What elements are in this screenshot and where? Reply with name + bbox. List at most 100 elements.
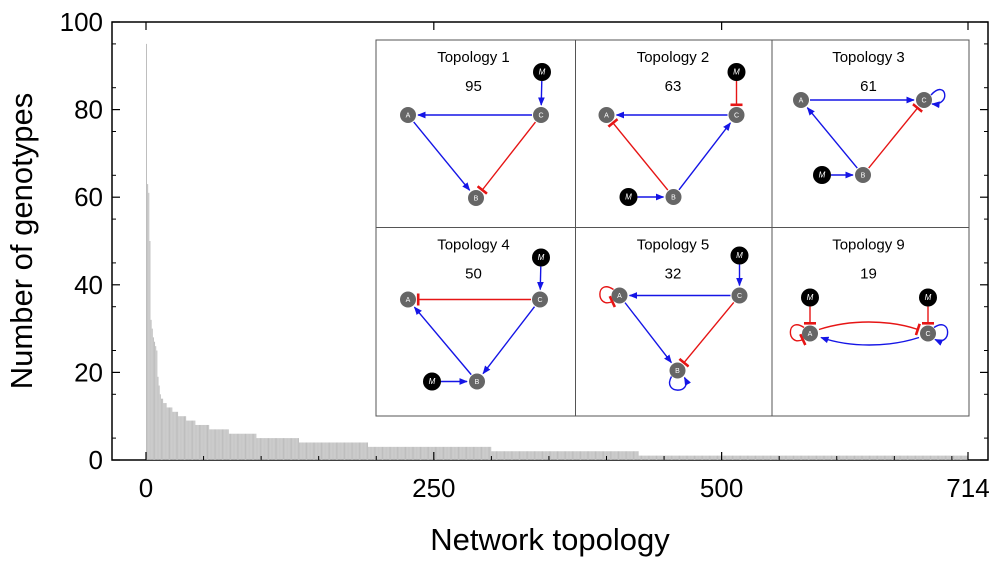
- bar: [934, 455, 936, 460]
- bar: [259, 438, 261, 460]
- bar: [890, 455, 892, 460]
- bar: [552, 451, 554, 460]
- bar: [227, 429, 229, 460]
- bar: [202, 424, 204, 460]
- bar: [812, 455, 814, 460]
- bar: [638, 455, 640, 460]
- bar: [729, 455, 731, 460]
- bar: [731, 455, 733, 460]
- panel-count: 32: [665, 266, 682, 283]
- bar: [883, 455, 885, 460]
- bar: [748, 455, 750, 460]
- bar: [440, 446, 442, 460]
- bar: [182, 416, 184, 460]
- bar: [155, 346, 157, 460]
- bar: [538, 451, 540, 460]
- bar: [236, 433, 238, 460]
- bar: [533, 451, 535, 460]
- bar: [347, 442, 349, 460]
- bar: [375, 446, 377, 460]
- bar: [925, 455, 927, 460]
- bar: [600, 451, 602, 460]
- bar: [581, 451, 583, 460]
- gene-node-label: A: [406, 113, 411, 120]
- bar: [545, 451, 547, 460]
- bar: [169, 407, 171, 460]
- bar: [810, 455, 812, 460]
- bar: [811, 455, 813, 460]
- bar: [710, 455, 712, 460]
- bar: [476, 446, 478, 460]
- bar: [219, 429, 221, 460]
- bar: [827, 455, 829, 460]
- gene-node: [920, 325, 936, 342]
- bar: [599, 451, 601, 460]
- bar: [719, 455, 721, 460]
- bar: [923, 455, 925, 460]
- bar: [416, 446, 418, 460]
- bar: [776, 455, 778, 460]
- bar: [801, 455, 803, 460]
- bar: [900, 455, 902, 460]
- bar: [165, 403, 167, 460]
- bar: [475, 446, 477, 460]
- bar: [172, 411, 174, 460]
- bar: [727, 455, 729, 460]
- bar: [344, 442, 345, 460]
- bar: [685, 455, 687, 460]
- bar: [590, 451, 592, 460]
- bar: [835, 455, 837, 460]
- bar: [643, 455, 645, 460]
- bar: [418, 446, 420, 460]
- bar: [295, 438, 297, 460]
- bar: [672, 455, 674, 460]
- signal-node: [919, 288, 937, 307]
- bar: [255, 433, 257, 460]
- bar: [285, 438, 287, 460]
- bar: [327, 442, 329, 460]
- bar: [354, 442, 356, 460]
- bar: [292, 438, 294, 460]
- signal-node: [801, 288, 819, 307]
- bar: [431, 446, 433, 460]
- x-axis: 0 250 500 714: [139, 22, 990, 503]
- bar: [695, 455, 697, 460]
- bar: [548, 451, 550, 460]
- bar: [647, 455, 649, 460]
- bar: [348, 442, 350, 460]
- bar: [865, 455, 867, 460]
- bar: [422, 446, 424, 460]
- gene-node: [532, 291, 548, 308]
- bar: [775, 455, 777, 460]
- bar: [462, 446, 464, 460]
- bar: [793, 455, 794, 460]
- bar: [712, 455, 714, 460]
- bar: [382, 446, 383, 460]
- bar: [361, 442, 363, 460]
- bar: [618, 451, 619, 460]
- bar: [395, 446, 397, 460]
- bar: [254, 433, 256, 460]
- bar: [481, 446, 482, 460]
- bar: [782, 455, 784, 460]
- bar: [523, 451, 525, 460]
- bar: [289, 438, 291, 460]
- y-tick-label: 80: [74, 95, 103, 125]
- bar: [464, 446, 466, 460]
- bar: [247, 433, 249, 460]
- self-loop-repression: [599, 286, 617, 308]
- bar: [926, 455, 928, 460]
- bar: [680, 455, 682, 460]
- bar: [576, 451, 578, 460]
- bar: [264, 438, 266, 460]
- bar: [406, 446, 408, 460]
- bar: [965, 455, 967, 460]
- bar: [939, 455, 941, 460]
- bar: [479, 446, 481, 460]
- bar: [370, 446, 372, 460]
- bar: [755, 455, 756, 460]
- bar: [224, 429, 226, 460]
- bar: [862, 455, 864, 460]
- bar: [459, 446, 461, 460]
- bar: [959, 455, 961, 460]
